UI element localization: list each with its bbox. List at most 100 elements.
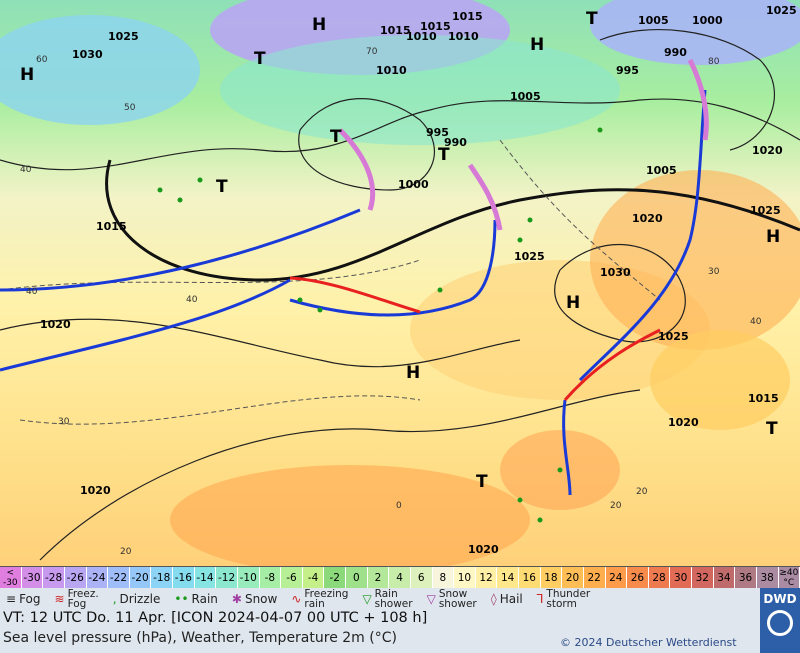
legend-fog: ≡ Fog (6, 592, 41, 606)
scale-cell: 26 (627, 567, 649, 589)
rain-icon: •• (174, 592, 189, 606)
scale-cell: 0 (346, 567, 368, 589)
pressure-label: 1030 (72, 48, 103, 61)
rain-shower-symbols (157, 127, 603, 523)
scale-cell: -16 (173, 567, 195, 589)
pressure-label: 1020 (752, 144, 783, 157)
freezing-fog-icon: ≋ (54, 592, 65, 606)
scale-cell: -2 (324, 567, 346, 589)
pressure-label: 1030 (600, 266, 631, 279)
pressure-label: 1025 (514, 250, 545, 263)
scale-cell: 2 (367, 567, 390, 589)
pressure-label: 1020 (80, 484, 111, 497)
low-marker: T (476, 472, 488, 492)
pressure-label: 1000 (692, 14, 723, 27)
pressure-label: 1010 (406, 30, 437, 43)
pressure-label: 995 (616, 64, 639, 77)
rain-shower-icon: ▽ (362, 592, 372, 606)
legend-freezing-rain: ∿ Freezing rain (291, 588, 349, 610)
scale-cell: -30 (21, 567, 44, 589)
copyright: © 2024 Deutscher Wetterdienst (560, 636, 737, 649)
scale-cell: 14 (497, 567, 519, 589)
scale-cell: 38 (756, 567, 779, 589)
pressure-label: 1005 (638, 14, 669, 27)
scale-cell-min: < -30 (0, 567, 22, 589)
temp-label: 50 (124, 103, 136, 113)
scale-cell: -8 (259, 567, 282, 589)
valid-time: VT: 12 UTC Do. 11 Apr. [ICON 2024-04-07 … (3, 610, 428, 626)
low-marker: T (216, 177, 228, 197)
pressure-label: 1020 (668, 416, 699, 429)
pressure-label: 1015 (380, 24, 411, 37)
high-marker: H (566, 293, 580, 313)
scale-cell: -14 (194, 567, 217, 589)
hail-icon: ◊ (490, 592, 497, 606)
pressure-label: 990 (444, 136, 467, 149)
high-marker: H (406, 363, 420, 383)
temp-label: 30 (58, 417, 70, 427)
snow-shower-icon: ▽ (426, 592, 436, 606)
scale-cell: 20 (562, 567, 584, 589)
pressure-label: 1010 (448, 30, 479, 43)
pressure-label: 990 (664, 46, 687, 59)
freezing-rain-icon: ∿ (291, 592, 302, 606)
pressure-label: 1020 (40, 318, 71, 331)
temp-label: 40 (26, 287, 38, 297)
high-marker: H (312, 15, 326, 35)
temp-label: 0 (396, 501, 402, 511)
temp-label: 70 (366, 47, 378, 57)
scale-cell: 4 (389, 567, 411, 589)
legend-thunderstorm: Ꞁ Thunder storm (536, 588, 591, 610)
legend-freezing-fog: ≋ Freez. Fog (54, 588, 99, 610)
high-marker: H (20, 65, 34, 85)
temp-label: 30 (708, 267, 720, 277)
scale-cell: 30 (670, 567, 692, 589)
scale-cell: -18 (151, 567, 173, 589)
pressure-label: 1025 (108, 30, 139, 43)
temperature-scale: < -30 -30 -28 -26 -24 -22 -20 -18 -16 -14 -12 -10 -8-… (0, 566, 800, 590)
scale-cell: -6 (281, 567, 303, 589)
scale-cell: -4 (302, 567, 325, 589)
scale-cell: 34 (713, 567, 736, 589)
high-marker: H (766, 227, 780, 247)
scale-cell: -28 (43, 567, 65, 589)
high-marker: H (530, 35, 544, 55)
legend-rain: •• Rain (174, 592, 218, 606)
scale-cell: -24 (86, 567, 109, 589)
footer: VT: 12 UTC Do. 11 Apr. [ICON 2024-04-07 … (0, 610, 800, 653)
scale-cell: 8 (432, 567, 455, 589)
fog-icon: ≡ (6, 592, 17, 606)
drizzle-icon: , (112, 592, 117, 606)
pressure-label: 1025 (766, 4, 797, 17)
pressure-label: 1020 (632, 212, 663, 225)
pressure-label: 1015 (452, 10, 483, 23)
temp-label: 40 (20, 165, 32, 175)
pressure-label: 1015 (420, 20, 451, 33)
temp-label: 20 (636, 487, 648, 497)
thunderstorm-icon: Ꞁ (536, 592, 544, 606)
pressure-label: 1020 (468, 543, 499, 556)
dwd-emblem-icon (767, 610, 793, 636)
scale-cell: -10 (237, 567, 260, 589)
scale-cell: -20 (129, 567, 152, 589)
pressure-label: 1005 (646, 164, 677, 177)
legend-hail: ◊ Hail (490, 592, 523, 606)
pressure-label: 1000 (398, 178, 429, 191)
scale-cell: -26 (64, 567, 87, 589)
pressure-label: 1005 (510, 90, 541, 103)
low-marker: T (586, 9, 598, 29)
pressure-label: 1025 (658, 330, 689, 343)
scale-cell: 16 (519, 567, 541, 589)
low-marker: T (766, 419, 778, 439)
low-marker: T (438, 145, 450, 165)
pressure-label: 1015 (748, 392, 779, 405)
legend-snow: ✱ Snow (231, 592, 278, 606)
temp-label: 20 (610, 501, 622, 511)
scale-cell: 10 (454, 567, 476, 589)
pressure-label: 995 (426, 126, 449, 139)
scale-cell: -22 (108, 567, 130, 589)
scale-cell: 12 (475, 567, 498, 589)
map-description: Sea level pressure (hPa), Weather, Tempe… (3, 630, 397, 646)
legend-drizzle: , Drizzle (112, 592, 161, 606)
pressure-label: 1015 (96, 220, 127, 233)
